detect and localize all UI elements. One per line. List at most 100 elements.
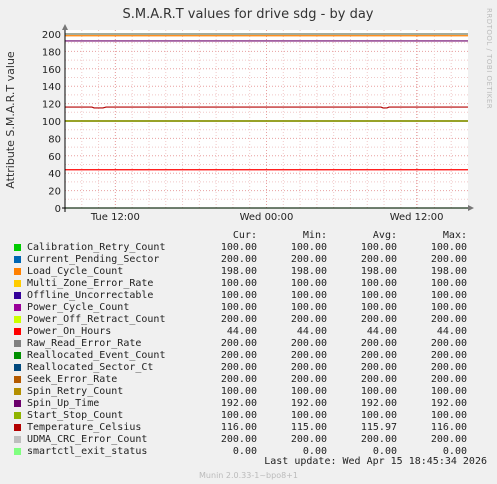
legend-avg-value: 100.00 — [360, 302, 397, 313]
legend-max-value: 200.00 — [430, 338, 467, 349]
legend-swatch — [14, 435, 21, 443]
legend-cur-value: 116.00 — [220, 422, 257, 433]
legend-avg-value: 44.00 — [366, 326, 397, 337]
legend-row: Multi_Zone_Error_Rate 100.00 100.00 100.00 1… — [14, 278, 467, 290]
legend-header-row: Cur: Min: Avg: Max: — [14, 230, 467, 242]
x-axis-arrow-icon — [468, 205, 474, 211]
legend-cur-value: 200.00 — [220, 362, 257, 373]
y-tick-label: 180 — [42, 47, 61, 58]
legend-row: Reallocated_Sector_Ct 200.00 200.00 200.00 2… — [14, 362, 467, 374]
legend-max-value: 100.00 — [430, 290, 467, 301]
legend-min-value: 115.00 — [290, 422, 327, 433]
legend-min-value: 192.00 — [290, 398, 327, 409]
legend-avg-value: 200.00 — [360, 362, 397, 373]
legend-cur-value: 200.00 — [220, 350, 257, 361]
x-tick-label: Tue 12:00 — [90, 212, 140, 223]
legend-row: Reallocated_Event_Count 200.00 200.00 200.0… — [14, 350, 467, 362]
legend-series-name: Power_Cycle_Count — [27, 302, 130, 313]
legend-min-value: 200.00 — [290, 350, 327, 361]
chart-title: S.M.A.R.T values for drive sdg - by day — [123, 7, 374, 22]
legend-cur-value: 100.00 — [220, 410, 257, 421]
legend-min-value: 198.00 — [290, 266, 327, 277]
series-line-temperature-celsius — [65, 106, 468, 109]
legend-series-name: Offline_Uncorrectable — [27, 290, 154, 301]
legend-swatch — [14, 339, 21, 347]
y-tick-label: 120 — [42, 100, 61, 111]
legend-row: Power_On_Hours 44.00 44.00 44.00 44.00 — [14, 326, 467, 338]
legend-max-value: 116.00 — [430, 422, 467, 433]
legend-cur-value: 100.00 — [220, 242, 257, 253]
legend-max-value: 100.00 — [430, 302, 467, 313]
legend-avg-value: 198.00 — [360, 266, 397, 277]
legend-min-value: 100.00 — [290, 386, 327, 397]
legend-series-name: Calibration_Retry_Count — [27, 242, 166, 253]
y-tick-label: 20 — [48, 187, 61, 198]
legend-max-value: 198.00 — [430, 266, 467, 277]
legend-avg-value: 200.00 — [360, 434, 397, 445]
legend-row: Spin_Up_Time 192.00 192.00 192.00 192.00 — [14, 398, 467, 410]
y-tick-label: 160 — [42, 65, 61, 76]
legend-cur-value: 100.00 — [220, 290, 257, 301]
legend-avg-value: 100.00 — [360, 278, 397, 289]
legend-table: Cur: Min: Avg: Max: Calibration_Retry_Co… — [14, 230, 467, 458]
legend-avg-value: 192.00 — [360, 398, 397, 409]
legend-row: Load_Cycle_Count 198.00 198.00 198.00 198.00 — [14, 266, 467, 278]
last-update: Last update: Wed Apr 15 18:45:34 2026 — [264, 456, 487, 467]
legend-series-name: Spin_Up_Time — [27, 398, 100, 409]
legend-max-value: 200.00 — [430, 362, 467, 373]
y-axis-label: Attribute S.M.A.R.T value — [4, 51, 17, 189]
legend-min-value: 200.00 — [290, 314, 327, 325]
legend-series-name: Power_Off_Retract_Count — [27, 314, 166, 325]
legend-avg-value: 200.00 — [360, 314, 397, 325]
legend-avg-value: 200.00 — [360, 338, 397, 349]
legend-min-value: 100.00 — [290, 410, 327, 421]
legend-min-value: 200.00 — [290, 374, 327, 385]
legend-avg-value: 115.97 — [360, 422, 397, 433]
legend-swatch — [14, 363, 21, 371]
legend-max-value: 44.00 — [436, 326, 467, 337]
legend-row: Spin_Retry_Count 100.00 100.00 100.00 100.00 — [14, 386, 467, 398]
legend-header-avg: Avg: — [372, 230, 397, 241]
y-tick-label: 140 — [42, 82, 61, 93]
legend-swatch — [14, 303, 21, 311]
legend-avg-value: 200.00 — [360, 254, 397, 265]
legend-row: Start_Stop_Count 100.00 100.00 100.00 100.00 — [14, 410, 467, 422]
legend-min-value: 100.00 — [290, 242, 327, 253]
legend-min-value: 200.00 — [290, 254, 327, 265]
legend-series-name: Reallocated_Event_Count — [27, 350, 166, 361]
legend-cur-value: 192.00 — [220, 398, 257, 409]
legend-cur-value: 100.00 — [220, 302, 257, 313]
legend-cur-value: 200.00 — [220, 314, 257, 325]
legend-series-name: Load_Cycle_Count — [27, 266, 124, 277]
legend-max-value: 100.00 — [430, 278, 467, 289]
legend-min-value: 100.00 — [290, 278, 327, 289]
legend-max-value: 200.00 — [430, 254, 467, 265]
legend-max-value: 0.00 — [442, 446, 467, 457]
legend-cur-value: 0.00 — [232, 446, 257, 457]
y-ticks: 0 20 40 60 80 100 120 140 160 180 200 — [42, 30, 61, 215]
legend-row: Calibration_Retry_Count 100.00 100.00 100.0… — [14, 242, 467, 254]
legend-min-value: 100.00 — [290, 290, 327, 301]
legend-row: Power_Cycle_Count 100.00 100.00 100.00 100.0… — [14, 302, 467, 314]
legend-cur-value: 200.00 — [220, 434, 257, 445]
legend-series-name: Raw_Read_Error_Rate — [27, 338, 142, 349]
legend-avg-value: 100.00 — [360, 242, 397, 253]
legend-min-value: 100.00 — [290, 302, 327, 313]
legend-max-value: 200.00 — [430, 314, 467, 325]
legend-series-name: smartctl_exit_status — [27, 446, 148, 457]
legend-swatch — [14, 255, 21, 263]
legend-cur-value: 100.00 — [220, 278, 257, 289]
legend-swatch — [14, 375, 21, 383]
legend-cur-value: 200.00 — [220, 338, 257, 349]
legend-max-value: 192.00 — [430, 398, 467, 409]
legend-swatch — [14, 327, 21, 335]
legend-cur-value: 100.00 — [220, 386, 257, 397]
y-tick-label: 40 — [48, 169, 61, 180]
legend-row: Current_Pending_Sector 200.00 200.00 200.00… — [14, 254, 467, 266]
x-tick-label: Wed 12:00 — [390, 212, 444, 223]
legend-swatch — [14, 279, 21, 287]
legend-series-name: Reallocated_Sector_Ct — [27, 362, 154, 373]
legend-row: UDMA_CRC_Error_Count 200.00 200.00 200.00 20… — [14, 434, 467, 446]
legend-swatch — [14, 423, 21, 431]
legend-swatch — [14, 411, 21, 419]
